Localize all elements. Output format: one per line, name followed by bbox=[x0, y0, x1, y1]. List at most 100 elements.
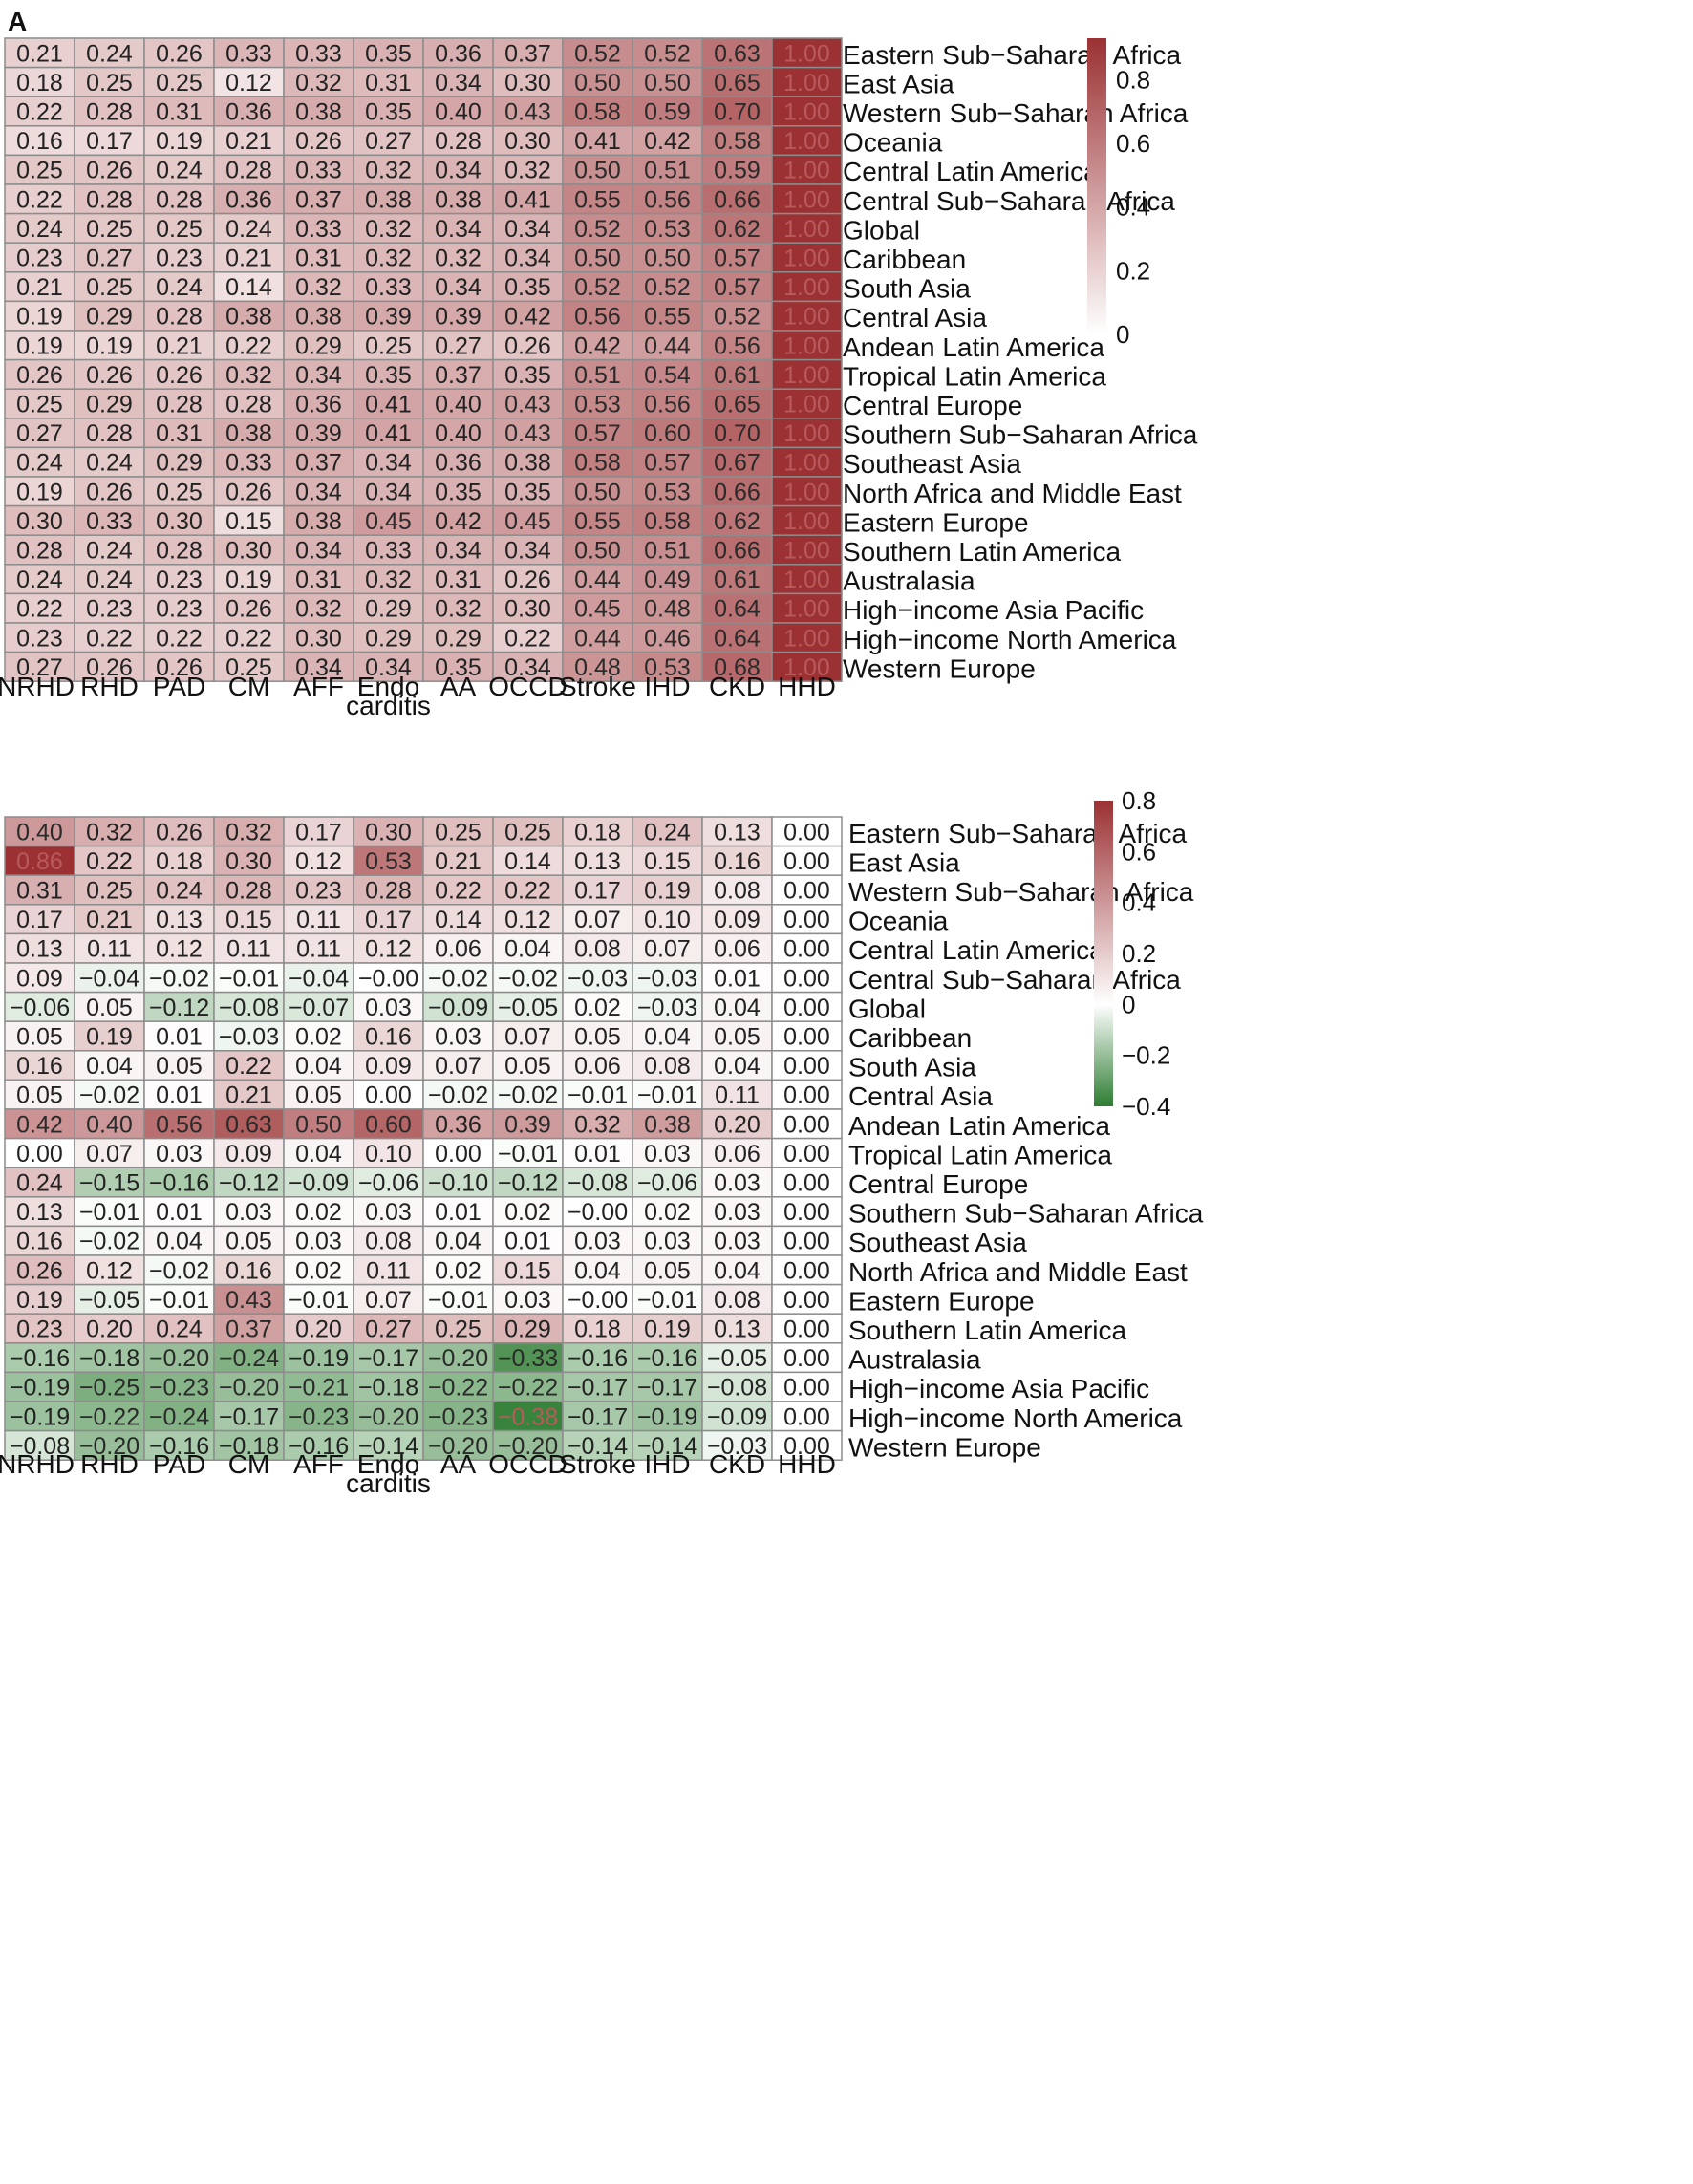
row-label: Australasia bbox=[843, 567, 975, 596]
cell-value-label: 0.03 bbox=[714, 1199, 761, 1226]
heatmap-cell bbox=[492, 1313, 564, 1344]
cell-value-label: 0.23 bbox=[16, 1317, 63, 1343]
cell-value-label: 0.19 bbox=[644, 878, 691, 905]
cell-value-label: −0.16 bbox=[289, 1433, 349, 1460]
cell-value-label: 0.08 bbox=[714, 878, 761, 905]
cell-value-label: 0.38 bbox=[225, 420, 272, 447]
cell-value-label: −0.12 bbox=[149, 995, 209, 1021]
cell-value-label: 0.32 bbox=[295, 274, 342, 301]
heatmap-cell bbox=[422, 66, 494, 97]
cell-value-label: 0.09 bbox=[16, 965, 63, 992]
cell-value-label: 0.02 bbox=[504, 1199, 551, 1226]
cell-value-label: −0.33 bbox=[498, 1345, 558, 1372]
heatmap-cell bbox=[632, 1050, 703, 1081]
cell-value-label: 0.19 bbox=[86, 332, 133, 359]
cell-value-label: 0.34 bbox=[435, 216, 482, 243]
cell-value-label: 0.26 bbox=[225, 596, 272, 623]
cell-value-label: 0.37 bbox=[225, 1317, 272, 1343]
cell-value-label: 0.15 bbox=[644, 848, 691, 875]
cell-value-label: 0.21 bbox=[86, 907, 133, 933]
cell-value-label: 1.00 bbox=[783, 420, 830, 447]
cell-value-label: 0.22 bbox=[225, 332, 272, 359]
heatmap-cell bbox=[562, 1079, 633, 1110]
cell-value-label: 0.56 bbox=[644, 392, 691, 418]
heatmap-cell bbox=[4, 37, 75, 69]
cell-value-label: 0.17 bbox=[16, 907, 63, 933]
cell-value-label: 0.34 bbox=[504, 216, 551, 243]
cell-value-label: 1.00 bbox=[783, 246, 830, 272]
cell-value-label: 0.25 bbox=[435, 1317, 482, 1343]
cell-value-label: −0.09 bbox=[289, 1170, 349, 1197]
cell-value-label: 0.07 bbox=[574, 907, 621, 933]
cell-value-label: 0.07 bbox=[86, 1141, 133, 1167]
cell-value-label: 0.16 bbox=[16, 1053, 63, 1080]
cell-value-label: −0.08 bbox=[10, 1433, 70, 1460]
cell-value-label: 0.11 bbox=[87, 936, 132, 963]
row-label: Central Latin America bbox=[848, 935, 1104, 965]
heatmap-cell bbox=[353, 874, 424, 906]
cell-value-label: 0.24 bbox=[16, 1170, 63, 1197]
cell-value-label: 0.27 bbox=[16, 654, 63, 681]
cell-value-label: −0.23 bbox=[428, 1403, 488, 1430]
cell-value-label: 0.22 bbox=[435, 878, 482, 905]
cell-value-label: 0.02 bbox=[295, 1199, 342, 1226]
heatmap-cell bbox=[4, 330, 75, 361]
heatmap-cell bbox=[492, 932, 564, 964]
heatmap-cell bbox=[4, 504, 75, 536]
cell-value-label: 0.03 bbox=[295, 1229, 342, 1255]
column-label: PAD bbox=[153, 672, 206, 701]
heatmap-cell bbox=[213, 1137, 285, 1168]
cell-value-label: 0.04 bbox=[714, 1053, 761, 1080]
heatmap-cell bbox=[4, 1283, 75, 1315]
row-label: Central Sub−Saharan Africa bbox=[843, 186, 1175, 216]
cell-value-label: 0.17 bbox=[574, 878, 621, 905]
heatmap-cell bbox=[422, 330, 494, 361]
cell-value-label: 0.08 bbox=[574, 936, 621, 963]
cell-value-label: −0.16 bbox=[149, 1170, 209, 1197]
heatmap-cell bbox=[4, 1254, 75, 1286]
cell-value-label: 0.26 bbox=[16, 362, 63, 389]
cell-value-label: 0.21 bbox=[435, 848, 482, 875]
heatmap-cell bbox=[632, 932, 703, 964]
legend-tick-label: 0.4 bbox=[1116, 193, 1150, 222]
row-label: Southern Latin America bbox=[843, 537, 1121, 567]
heatmap-cell bbox=[632, 212, 703, 244]
cell-value-label: −0.19 bbox=[289, 1345, 349, 1372]
cell-value-label: 0.05 bbox=[295, 1082, 342, 1109]
cell-value-label: −0.19 bbox=[637, 1403, 697, 1430]
cell-value-label: −0.01 bbox=[498, 1141, 558, 1167]
cell-value-label: 0.41 bbox=[574, 128, 621, 155]
cell-value-label: 0.39 bbox=[295, 420, 342, 447]
color-legend-b: 0.8 0.6 0.4 0.2 0 −0.2 −0.4 bbox=[1094, 786, 1170, 1121]
heatmap-cell bbox=[701, 991, 773, 1022]
heatmap-cell bbox=[632, 37, 703, 69]
cell-value-label: 0.19 bbox=[16, 304, 63, 331]
cell-value-label: 0.28 bbox=[156, 392, 203, 418]
cell-value-label: 0.05 bbox=[644, 1257, 691, 1284]
heatmap-cell bbox=[701, 1401, 773, 1432]
cell-value-label: 0.12 bbox=[295, 848, 342, 875]
heatmap-cell bbox=[492, 1079, 564, 1110]
heatmap-cell bbox=[74, 534, 145, 566]
cell-value-label: −0.18 bbox=[358, 1375, 418, 1402]
row-label: High−income Asia Pacific bbox=[843, 595, 1144, 625]
heatmap-cell bbox=[771, 564, 843, 595]
heatmap-cell bbox=[771, 1108, 843, 1140]
cell-value-label: 0.16 bbox=[16, 1229, 63, 1255]
cell-value-label: 0.03 bbox=[574, 1229, 621, 1255]
cell-value-label: 0.34 bbox=[295, 479, 342, 505]
heatmap-panel-b: 0.40 0.32 0.26 0.32 0.17 0.30 0.25 0.25 0.18 0.24… bbox=[0, 816, 1204, 1498]
heatmap-cell bbox=[771, 1020, 843, 1052]
heatmap-cell bbox=[74, 592, 145, 624]
cell-value-label: 0.26 bbox=[156, 40, 203, 67]
heatmap-cell bbox=[562, 476, 633, 507]
cell-value-label: 0.32 bbox=[365, 158, 412, 184]
cell-value-label: 0.50 bbox=[644, 70, 691, 96]
heatmap-cell bbox=[422, 271, 494, 303]
cell-value-label: −0.17 bbox=[568, 1375, 628, 1402]
cell-value-label: 0.45 bbox=[504, 508, 551, 535]
heatmap-cell bbox=[422, 1020, 494, 1052]
heatmap-cell bbox=[213, 418, 285, 449]
heatmap-panel-a: 0.21 0.24 0.26 0.33 0.33 0.35 0.36 0.37 0.52 0.52… bbox=[0, 37, 1198, 720]
